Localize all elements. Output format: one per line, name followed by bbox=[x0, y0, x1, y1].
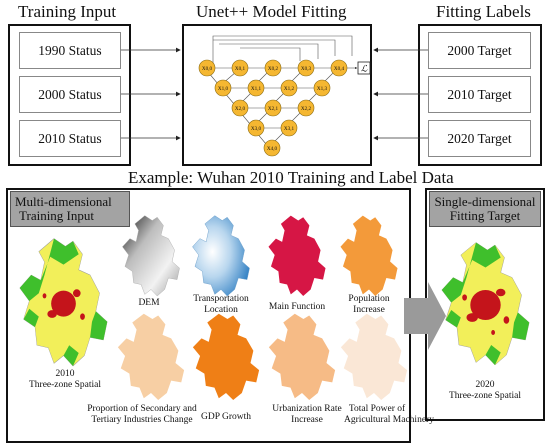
transportation-line2: Location bbox=[204, 304, 238, 315]
target-2000: 2000 Target bbox=[428, 32, 531, 69]
gdp-map bbox=[192, 313, 260, 400]
single-header-line1: Single-dimensional bbox=[434, 194, 536, 209]
input-2010-status: 2010 Status bbox=[19, 120, 121, 157]
node-x40: X4,0 bbox=[267, 146, 278, 152]
spatial-2010-text: Three-zone Spatial bbox=[28, 379, 101, 390]
agricultural-machinery-map bbox=[340, 313, 408, 400]
big-transfer-arrow bbox=[404, 282, 446, 350]
node-x04: X0,4 bbox=[334, 66, 345, 72]
transportation-map bbox=[192, 215, 250, 297]
gdp-label: GDP Growth bbox=[200, 412, 252, 422]
secondary-line1: Proportion of Secondary and bbox=[87, 404, 197, 414]
target-2010: 2010 Target bbox=[428, 76, 531, 113]
loss-symbol: ℒ bbox=[361, 64, 368, 74]
population-map bbox=[340, 215, 398, 296]
node-x12: X1,2 bbox=[284, 86, 295, 92]
node-x01: X0,1 bbox=[235, 66, 246, 72]
training-input-title: Training Input bbox=[18, 2, 117, 21]
loss-box bbox=[357, 61, 371, 75]
secondary-tertiary-label: Proportion of Secondary and Tertiary Ind… bbox=[74, 404, 210, 425]
input-arrows bbox=[121, 47, 181, 141]
node-x10: X1,0 bbox=[218, 86, 229, 92]
main-function-label: Main Function bbox=[268, 302, 326, 312]
agri-line1: Total Power of bbox=[348, 404, 406, 414]
main-function-map bbox=[268, 215, 326, 296]
secondary-line2: Tertiary Industries Change bbox=[91, 414, 193, 425]
node-x31: X3,1 bbox=[284, 126, 295, 132]
target-arrows bbox=[373, 47, 428, 141]
urbanization-map bbox=[268, 313, 336, 400]
dem-map bbox=[122, 215, 180, 297]
node-x20: X2,0 bbox=[235, 106, 246, 112]
transportation-line1: Transportation bbox=[193, 294, 249, 304]
spatial-2020-year: 2020 bbox=[475, 380, 495, 390]
population-line1: Population bbox=[348, 294, 390, 304]
multi-header-line1: Multi-dimensional bbox=[15, 194, 112, 209]
spatial-2020-label: 2020 Three-zone Spatial bbox=[440, 380, 530, 401]
target-2020: 2020 Target bbox=[428, 120, 531, 157]
spatial-map-2010 bbox=[19, 237, 108, 367]
node-x22: X2,2 bbox=[301, 106, 312, 112]
node-x13: X1,3 bbox=[317, 86, 328, 92]
spatial-2020-text: Three-zone Spatial bbox=[448, 390, 521, 401]
agri-label: Total Power of Agricultural Machinery bbox=[344, 404, 434, 425]
node-x30: X3,0 bbox=[251, 126, 262, 132]
unet-architecture: ℒ X0,0 X0,1 X0,2 X0,3 X0,4 X1,0 bbox=[198, 35, 371, 157]
node-x03: X0,3 bbox=[301, 66, 312, 72]
single-header-line2: Fitting Target bbox=[449, 208, 521, 223]
node-x00: X0,0 bbox=[202, 66, 213, 72]
node-x11: X1,1 bbox=[251, 86, 262, 92]
population-label: Population Increase bbox=[336, 294, 402, 315]
spatial-2010-label: 2010 Three-zone Spatial bbox=[20, 369, 110, 390]
multi-dimensional-header: Multi-dimensional Training Input bbox=[10, 191, 130, 227]
urbanization-label: Urbanization Rate Increase bbox=[268, 404, 346, 425]
dem-label: DEM bbox=[138, 298, 160, 308]
model-fitting-title: Unet++ Model Fitting bbox=[196, 2, 347, 21]
population-line2: Increase bbox=[353, 304, 385, 315]
urbanization-line2: Increase bbox=[291, 414, 323, 425]
single-dimensional-header: Single-dimensional Fitting Target bbox=[429, 191, 541, 227]
multi-header-line2: Training Input bbox=[19, 208, 94, 223]
agri-line2: Agricultural Machinery bbox=[344, 414, 434, 425]
spatial-map-2020 bbox=[441, 241, 530, 366]
node-x02: X0,2 bbox=[268, 66, 279, 72]
urbanization-line1: Urbanization Rate bbox=[272, 404, 342, 414]
fitting-labels-title: Fitting Labels bbox=[436, 2, 531, 21]
transportation-label: Transportation Location bbox=[186, 294, 256, 315]
secondary-tertiary-map bbox=[117, 313, 185, 400]
spatial-2010-year: 2010 bbox=[55, 369, 75, 379]
input-1990-status: 1990 Status bbox=[19, 32, 121, 69]
node-x21: X2,1 bbox=[268, 106, 279, 112]
example-title: Example: Wuhan 2010 Training and Label D… bbox=[128, 168, 454, 187]
input-2000-status: 2000 Status bbox=[19, 76, 121, 113]
